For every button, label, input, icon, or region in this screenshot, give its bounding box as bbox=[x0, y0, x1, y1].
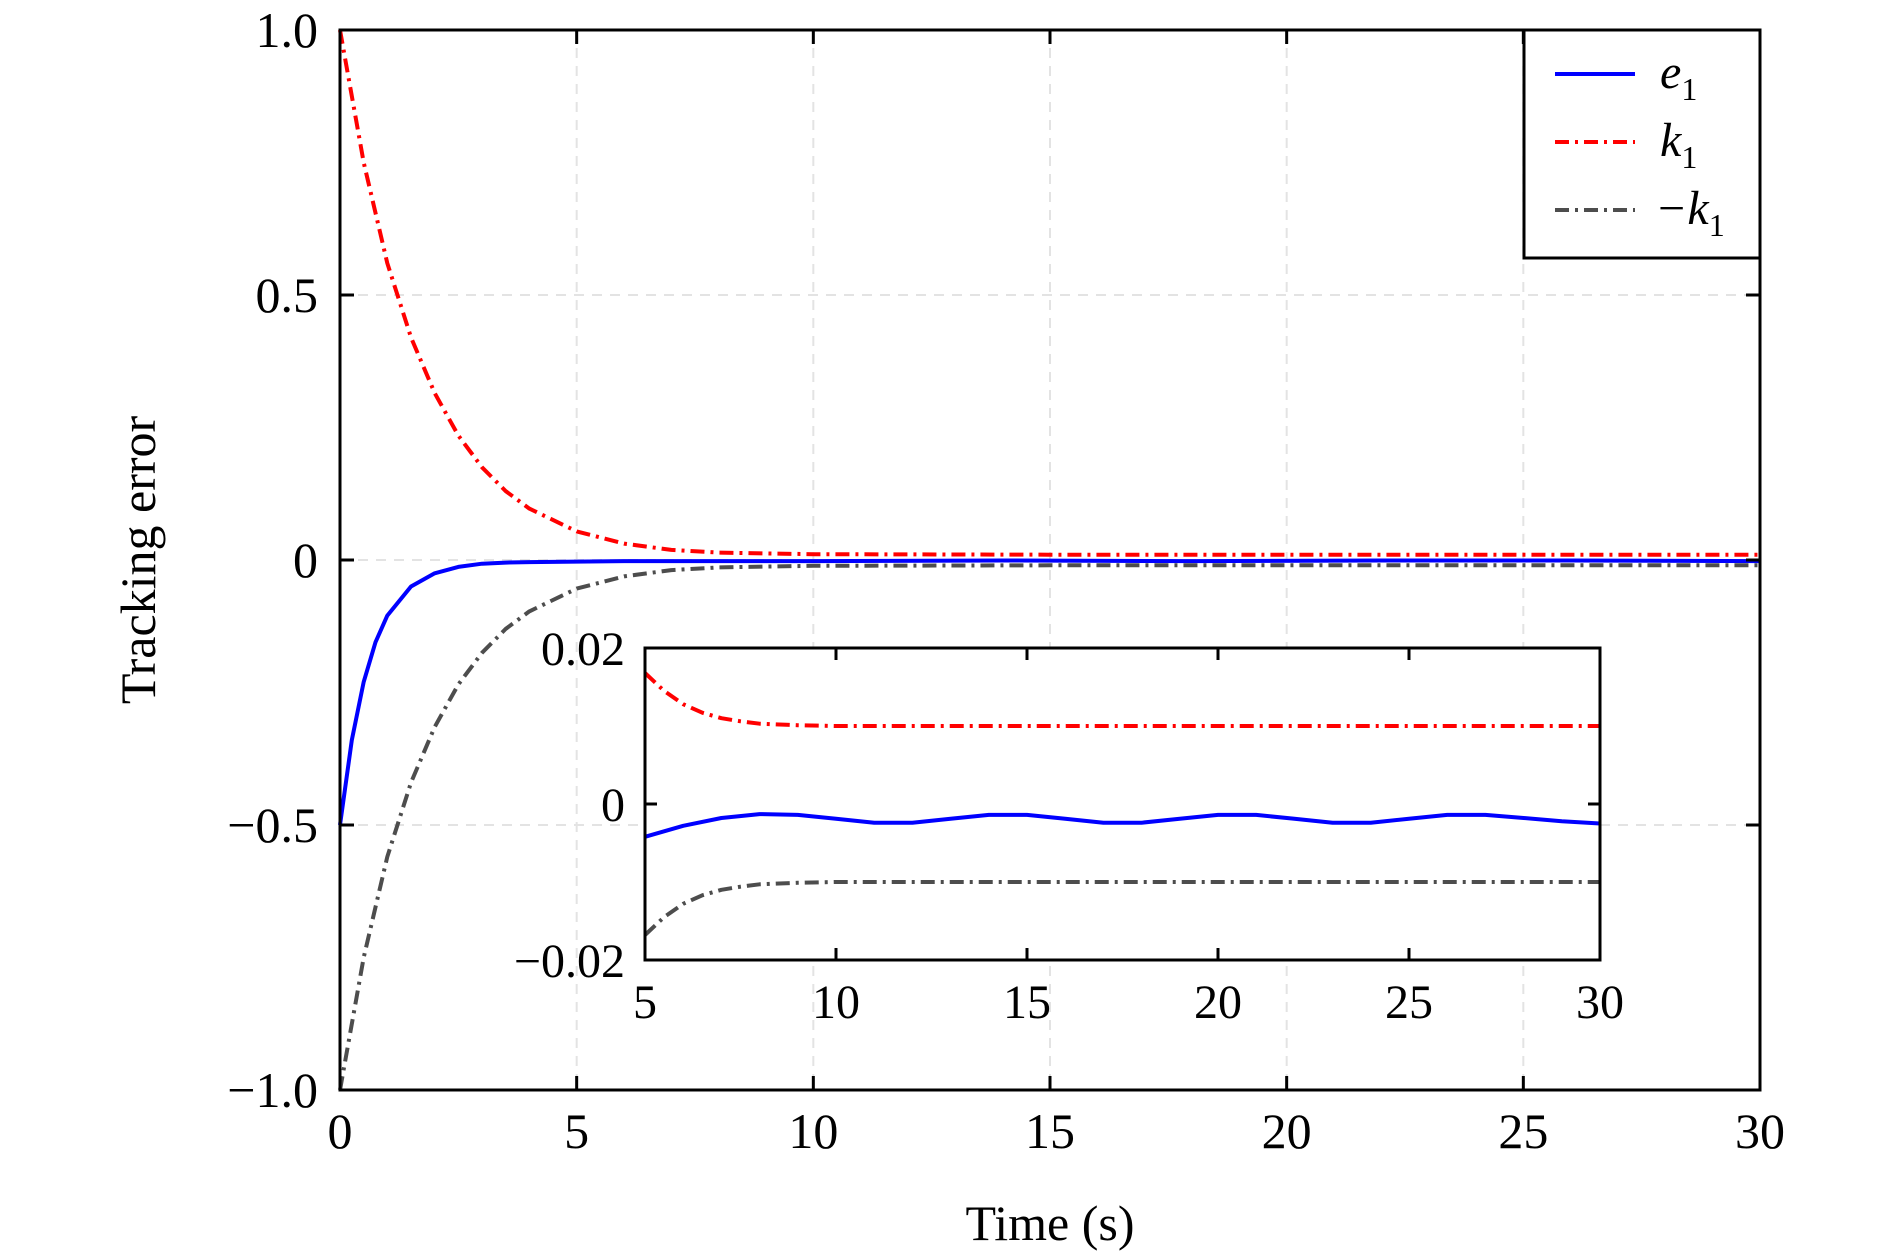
main-y-tick-label-4: 1.0 bbox=[256, 2, 319, 58]
main-y-tick-label-1: −0.5 bbox=[227, 797, 318, 853]
inset-x-tick-label-2: 15 bbox=[1003, 976, 1051, 1029]
main-series-line-0 bbox=[338, 558, 1761, 826]
inset-x-tick-label-3: 20 bbox=[1194, 976, 1242, 1029]
legend-entry-k1: k1 bbox=[1660, 114, 1697, 175]
main-x-tick-label-0: 0 bbox=[328, 1103, 353, 1159]
inset-series-line-1 bbox=[643, 671, 1600, 728]
main-y-tick-label-2: 0 bbox=[293, 532, 318, 588]
main-x-tick-label-2: 10 bbox=[788, 1103, 838, 1159]
inset-x-tick-label-1: 10 bbox=[812, 976, 860, 1029]
inset-series-line-0 bbox=[644, 812, 1601, 839]
inset-x-tick-label-4: 25 bbox=[1385, 976, 1433, 1029]
legend-entry-neg-k1: −k1 bbox=[1655, 182, 1725, 243]
main-x-tick-label-6: 30 bbox=[1735, 1103, 1785, 1159]
inset-y-tick-label-1: 0 bbox=[601, 779, 625, 832]
legend: e1 k1 −k1 bbox=[1522, 28, 1762, 260]
main-x-tick-label-4: 20 bbox=[1262, 1103, 1312, 1159]
main-tick-labels: 0 5 10 15 20 25 30 −1.0 −0.5 0 0.5 1.0 bbox=[227, 2, 1785, 1159]
main-series bbox=[338, 29, 1761, 1091]
main-x-tick-label-5: 25 bbox=[1498, 1103, 1548, 1159]
inset-series bbox=[643, 671, 1601, 937]
main-y-tick-label-3: 0.5 bbox=[256, 267, 319, 323]
inset-tick-labels: 5 10 15 20 25 30 −0.02 0 0.02 bbox=[514, 623, 1624, 1029]
inset-y-tick-label-0: −0.02 bbox=[514, 935, 625, 988]
inset-x-tick-label-5: 30 bbox=[1576, 976, 1624, 1029]
main-y-tick-label-0: −1.0 bbox=[227, 1062, 318, 1118]
x-axis-label: Time (s) bbox=[965, 1195, 1134, 1251]
inset-chart: 5 10 15 20 25 30 −0.02 0 0.02 bbox=[514, 623, 1624, 1029]
inset-y-tick-label-2: 0.02 bbox=[541, 623, 625, 676]
inset-x-tick-label-0: 5 bbox=[633, 976, 657, 1029]
inset-background bbox=[645, 648, 1600, 960]
y-axis-label: Tracking error bbox=[110, 415, 166, 704]
main-x-tick-label-1: 5 bbox=[564, 1103, 589, 1159]
inset-series-line-2 bbox=[643, 880, 1600, 937]
main-x-tick-label-3: 15 bbox=[1025, 1103, 1075, 1159]
main-series-line-1 bbox=[338, 29, 1760, 557]
legend-entry-e1: e1 bbox=[1660, 46, 1697, 107]
inset-ticks bbox=[643, 646, 1602, 962]
main-series-line-2 bbox=[338, 563, 1760, 1091]
